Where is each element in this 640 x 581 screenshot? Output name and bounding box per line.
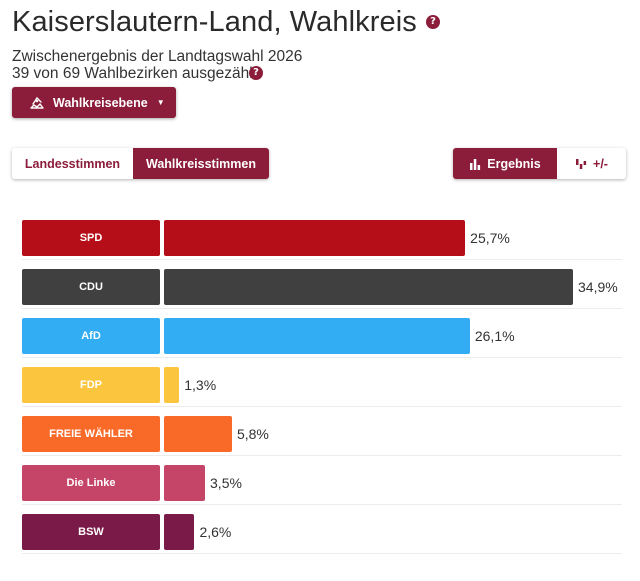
result-view-button[interactable]: Ergebnis [453,148,557,179]
status-help-icon[interactable]: ? [249,66,263,80]
party-row: FREIE WÄHLER 5,8% [0,413,640,462]
result-value: 26,1% [474,328,515,344]
row-divider [22,455,622,456]
difference-view-label: +/- [593,156,608,171]
party-row: SPD 25,7% [0,217,640,266]
party-label: FDP [22,367,160,403]
result-bar [164,416,232,452]
result-value: 5,8% [236,426,269,442]
level-dropdown-label: Wahlkreisebene [53,95,148,110]
party-label: CDU [22,269,160,305]
party-row: AfD 26,1% [0,315,640,364]
party-label: AfD [22,318,160,354]
party-row: BSW 2,6% [0,511,640,560]
row-divider [22,406,622,407]
counting-status: 39 von 69 Wahlbezirken ausgezählt [12,65,257,82]
result-bar [164,269,573,305]
row-divider [22,308,622,309]
result-value: 3,5% [210,475,242,491]
result-bar [164,318,470,354]
party-label: BSW [22,514,160,550]
difference-view-button[interactable]: +/- [557,148,626,179]
result-value: 25,7% [470,230,510,246]
page-title: Kaiserslautern-Land, Wahlkreis [12,6,417,38]
result-value: 2,6% [199,524,232,540]
row-divider [22,553,622,554]
view-toggle: Ergebnis +/- [453,148,626,179]
bar-chart-icon [470,158,481,170]
chevron-down-icon: ▼ [156,98,165,107]
party-label: Die Linke [22,465,160,501]
party-row: CDU 34,9% [0,266,640,315]
result-bar [164,514,195,550]
title-help-icon[interactable]: ? [426,15,440,29]
result-subtitle: Zwischenergebnis der Landtagswahl 2026 [12,48,303,65]
result-value: 1,3% [184,377,217,393]
party-label: SPD [22,220,160,256]
row-divider [22,259,622,260]
level-dropdown-button[interactable]: Wahlkreisebene ▼ [12,87,176,118]
result-bar [164,220,466,256]
party-row: FDP 1,3% [0,364,640,413]
result-bar [164,465,206,501]
tab-landesstimmen[interactable]: Landesstimmen [12,148,133,179]
district-map-icon [30,96,44,109]
row-divider [22,504,622,505]
result-view-label: Ergebnis [487,156,541,171]
party-label: FREIE WÄHLER [22,416,160,452]
tab-wahlkreisstimmen[interactable]: Wahlkreisstimmen [133,148,269,179]
vote-type-tabs: Landesstimmen Wahlkreisstimmen [12,148,269,179]
gain-loss-icon [576,158,587,169]
row-divider [22,357,622,358]
result-bar [164,367,180,403]
party-row: Die Linke 3,5% [0,462,640,511]
result-value: 34,9% [578,279,618,295]
